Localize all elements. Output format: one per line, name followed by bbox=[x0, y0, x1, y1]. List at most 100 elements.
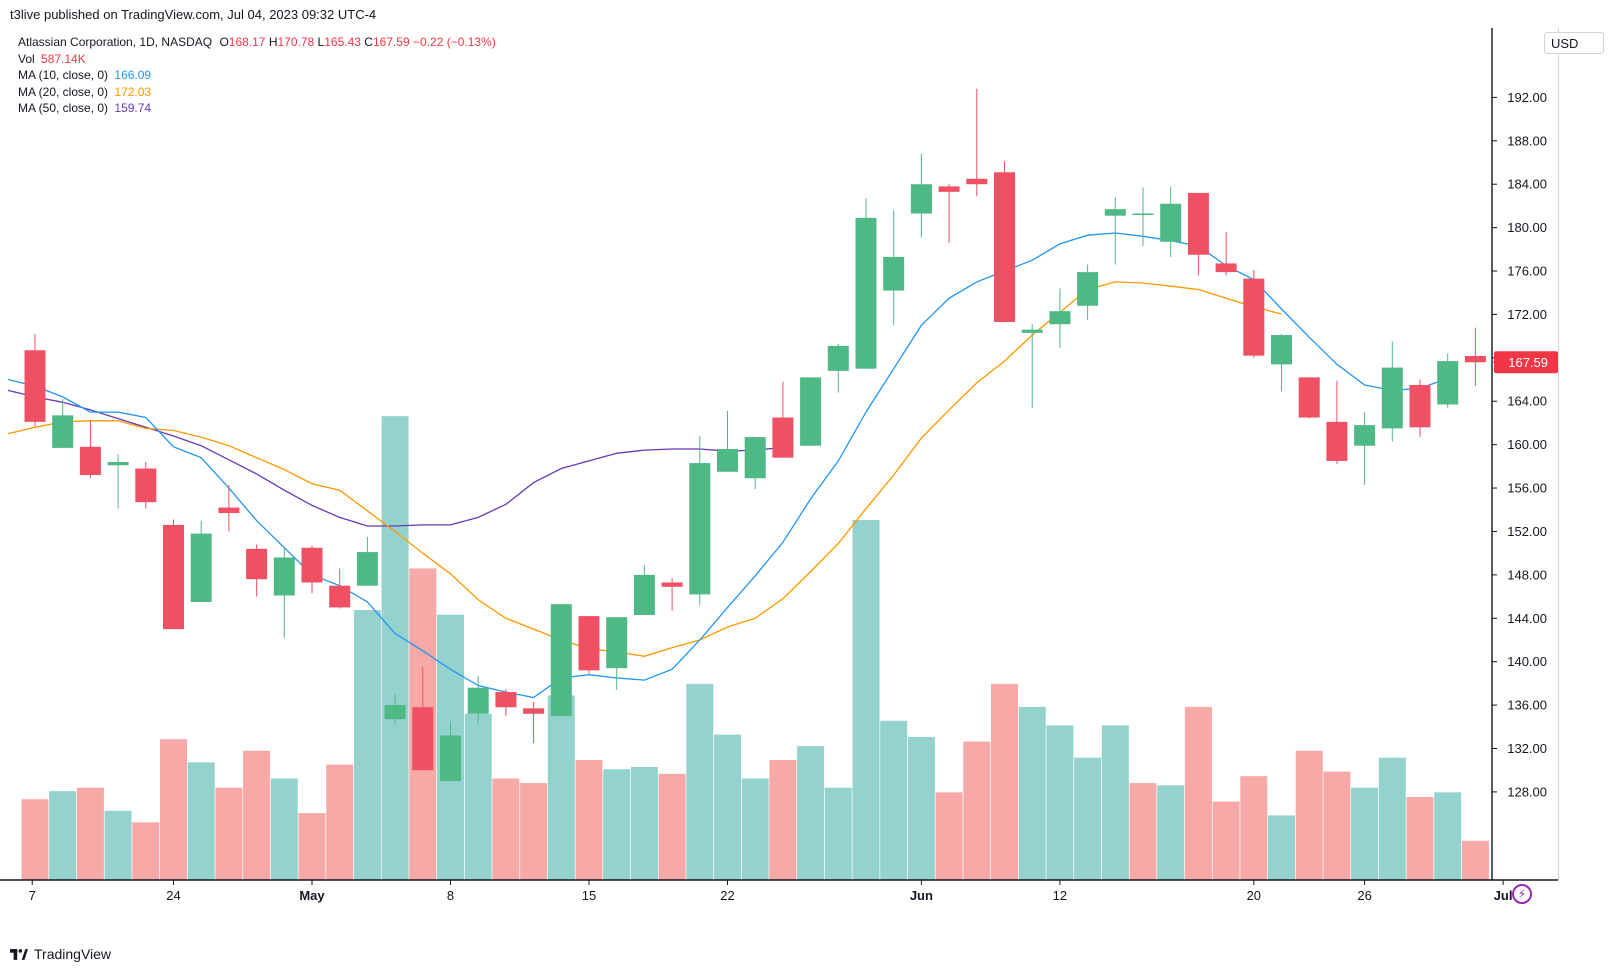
currency-button[interactable]: USD bbox=[1544, 32, 1604, 54]
legend-open-label: O bbox=[219, 35, 229, 49]
legend-ma20-label: MA (20, close, 0) bbox=[18, 84, 109, 99]
volume-bar bbox=[270, 778, 298, 880]
candle-body bbox=[412, 707, 434, 771]
candle-body bbox=[1381, 367, 1403, 429]
volume-bar bbox=[1406, 796, 1434, 880]
price-tick-label: 176.00 bbox=[1507, 264, 1547, 279]
legend-ma50-value: 159.74 bbox=[114, 101, 152, 116]
candle-body bbox=[910, 184, 932, 214]
time-tick-label: Jul bbox=[1494, 888, 1513, 903]
price-tick-label: 180.00 bbox=[1507, 220, 1547, 235]
candle-body bbox=[689, 463, 711, 595]
price-tick-label: 144.00 bbox=[1507, 611, 1547, 626]
price-tick-label: 188.00 bbox=[1507, 133, 1547, 148]
price-tick-label: 172.00 bbox=[1507, 307, 1547, 322]
lightning-icon[interactable]: ⚡ bbox=[1512, 884, 1532, 904]
candle-body bbox=[1077, 272, 1099, 306]
candle-body bbox=[744, 437, 766, 479]
volume-bar bbox=[852, 520, 880, 880]
volume-bar bbox=[1351, 787, 1379, 880]
volume-bar bbox=[963, 741, 991, 880]
legend-change: −0.22 (−0.13%) bbox=[413, 35, 496, 49]
volume-bar bbox=[298, 813, 326, 880]
volume-bar bbox=[907, 736, 935, 880]
last-price-tag bbox=[1494, 351, 1558, 374]
candle-body bbox=[356, 552, 378, 586]
volume-bar bbox=[603, 769, 631, 880]
time-tick-label: 20 bbox=[1247, 888, 1261, 903]
volume-bar bbox=[1129, 783, 1157, 880]
price-tick-label: 152.00 bbox=[1507, 524, 1547, 539]
legend-ma10-label: MA (10, close, 0) bbox=[18, 68, 109, 83]
candle-body bbox=[1021, 329, 1043, 333]
chart-right-border bbox=[1558, 28, 1559, 880]
volume-bar bbox=[824, 787, 852, 880]
volume-bar bbox=[630, 766, 658, 880]
volume-bar bbox=[658, 773, 686, 880]
last-price-label: 167.59 bbox=[1508, 355, 1548, 370]
legend-open-value: 168.17 bbox=[228, 35, 266, 49]
candle-body bbox=[384, 705, 406, 720]
legend: Atlassian Corporation, 1D, NASDAQ O168.1… bbox=[18, 34, 496, 117]
candle-body bbox=[301, 547, 323, 583]
volume-bar bbox=[1074, 757, 1102, 880]
legend-high-value: 170.78 bbox=[277, 35, 315, 49]
time-tick-label: 24 bbox=[166, 888, 180, 903]
legend-volume-row[interactable]: Vol 587.14K bbox=[18, 51, 496, 68]
candle-body bbox=[1437, 361, 1459, 405]
candle-body bbox=[467, 687, 489, 714]
time-tick-label: 7 bbox=[29, 888, 36, 903]
ma50-line bbox=[7, 389, 783, 527]
candle-body bbox=[938, 186, 960, 192]
legend-ma20-value: 172.03 bbox=[114, 84, 152, 99]
volume-bar bbox=[1461, 840, 1489, 880]
legend-high-label: H bbox=[268, 35, 278, 49]
candle-body bbox=[633, 574, 655, 616]
volume-bar bbox=[132, 822, 160, 880]
candle-body bbox=[107, 462, 129, 466]
price-tick-label: 132.00 bbox=[1507, 741, 1547, 756]
legend-symbol[interactable]: Atlassian Corporation, 1D, NASDAQ bbox=[18, 35, 213, 49]
tradingview-brand[interactable]: TradingView bbox=[10, 946, 111, 962]
volume-bar bbox=[797, 746, 825, 880]
legend-ma50-row[interactable]: MA (50, close, 0) 159.74 bbox=[18, 100, 496, 117]
legend-ma10-value: 166.09 bbox=[114, 68, 152, 83]
volume-bar bbox=[1323, 771, 1351, 880]
candle-body bbox=[717, 448, 738, 472]
price-tick-label: 148.00 bbox=[1507, 567, 1547, 582]
candle-body bbox=[218, 507, 240, 514]
volume-bar bbox=[1268, 815, 1295, 880]
time-tick-label: 8 bbox=[447, 888, 454, 903]
candle-body bbox=[1409, 384, 1431, 428]
volume-bar bbox=[353, 610, 381, 880]
volume-bar bbox=[769, 760, 797, 880]
time-tick-label: 26 bbox=[1357, 888, 1371, 903]
candle-body bbox=[1271, 335, 1292, 365]
volume-bar bbox=[160, 739, 187, 880]
candle-body bbox=[883, 256, 905, 291]
candle-body bbox=[1049, 311, 1071, 325]
volume-bar bbox=[575, 760, 603, 880]
volume-bar bbox=[104, 810, 132, 880]
candle-body bbox=[1187, 192, 1209, 255]
legend-close-label: C bbox=[364, 35, 373, 49]
time-tick-label: May bbox=[299, 888, 325, 903]
volume-bar bbox=[381, 416, 409, 880]
volume-bar bbox=[1101, 725, 1129, 880]
volume-bar bbox=[215, 787, 243, 880]
candle-body bbox=[772, 417, 794, 458]
price-tick-label: 184.00 bbox=[1507, 177, 1547, 192]
candle-body bbox=[246, 548, 268, 580]
volume-bar bbox=[243, 750, 271, 880]
volume-bar bbox=[547, 695, 575, 880]
candle-body bbox=[135, 468, 157, 503]
legend-close-value: 167.59 bbox=[372, 35, 410, 49]
candle-body bbox=[523, 708, 545, 714]
legend-ma50-label: MA (50, close, 0) bbox=[18, 101, 109, 116]
volume-bar bbox=[492, 778, 520, 880]
volume-bar bbox=[1157, 785, 1185, 880]
volume-bar bbox=[991, 683, 1018, 880]
legend-ma10-row[interactable]: MA (10, close, 0) 166.09 bbox=[18, 67, 496, 84]
legend-ma20-row[interactable]: MA (20, close, 0) 172.03 bbox=[18, 84, 496, 101]
